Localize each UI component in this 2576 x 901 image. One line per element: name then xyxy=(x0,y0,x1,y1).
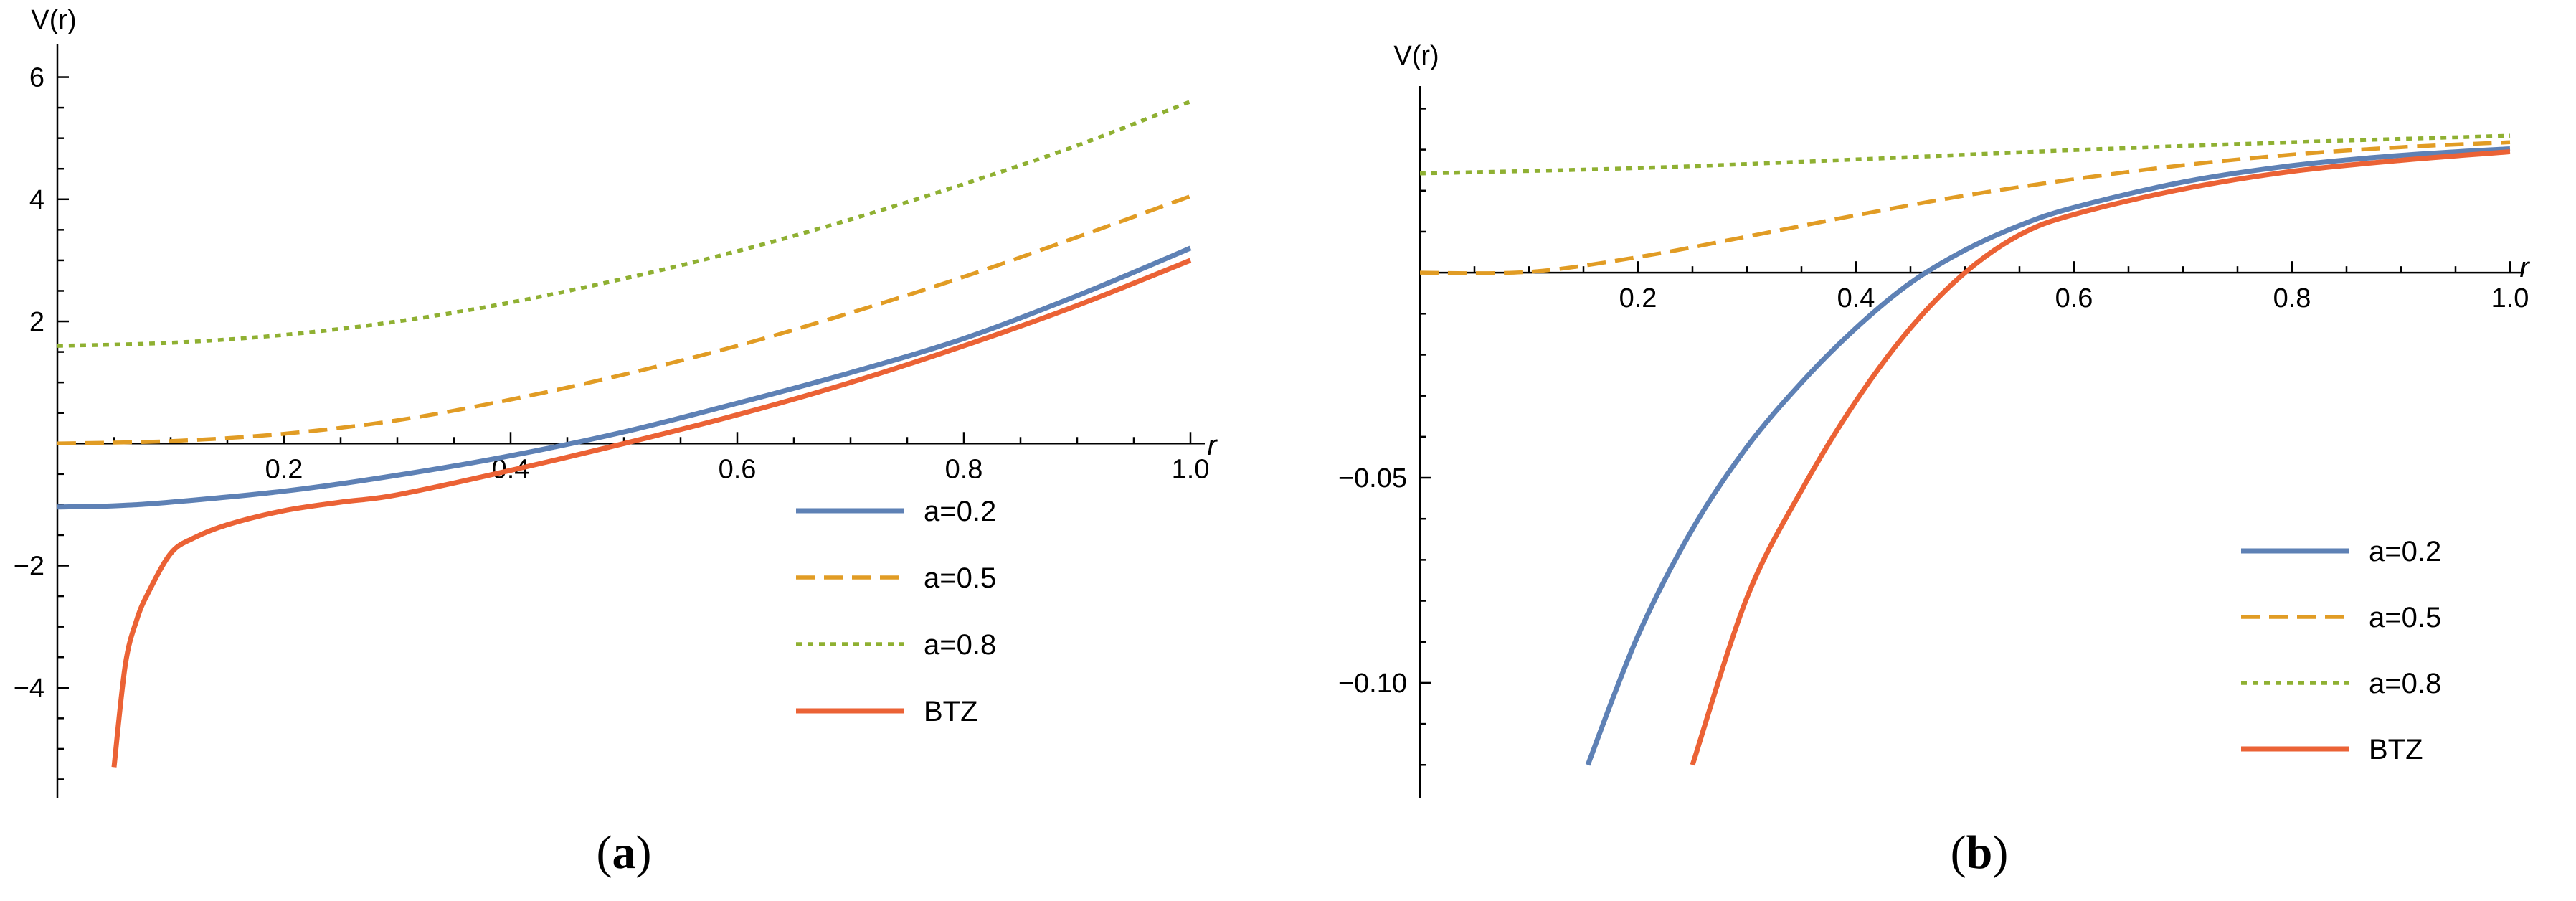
series-line-a-0-8 xyxy=(1420,133,2511,176)
panel-label: (b) xyxy=(1951,826,2009,879)
x-tick-label: 0.2 xyxy=(265,454,303,484)
legend: a=0.2 a=0.5 a=0.8 BTZ xyxy=(796,496,996,727)
y-tick-label: −0.10 xyxy=(1338,669,1407,699)
x-tick-label: 0.8 xyxy=(2273,283,2311,313)
x-tick-label: 0.8 xyxy=(945,454,983,484)
x-tick-label: 1.0 xyxy=(2491,283,2529,313)
y-tick-label: 4 xyxy=(29,185,44,215)
series-line-a-0-8 xyxy=(57,100,1191,348)
legend-label: a=0.5 xyxy=(924,562,996,594)
legend-label: a=0.8 xyxy=(2369,668,2441,699)
y-tick-label: −4 xyxy=(14,674,44,704)
x-tick-label: 0.6 xyxy=(719,454,757,484)
legend-label: a=0.2 xyxy=(924,496,996,527)
y-tick-label: −0.05 xyxy=(1338,463,1407,494)
series-line-btz xyxy=(1690,149,2511,766)
x-axis-label: r xyxy=(1207,430,1218,461)
x-tick-label: 0.2 xyxy=(1619,283,1657,313)
series-line-btz xyxy=(111,258,1192,768)
x-tick-label: 0.4 xyxy=(1837,283,1875,313)
legend-label: a=0.2 xyxy=(2369,536,2441,567)
legend: a=0.2 a=0.5 a=0.8 BTZ xyxy=(2241,536,2441,765)
x-tick-label: 1.0 xyxy=(1172,454,1210,484)
y-tick-label: 6 xyxy=(29,63,44,93)
x-axis-label: r xyxy=(2519,252,2530,283)
series-line-a-0-2 xyxy=(57,245,1192,510)
chart-panel-b: 0.2 0.4 0.6 0.8 1.0 −0.10 −0.05 V(r) r a=0.2 a=0.5… xyxy=(1338,41,2530,879)
panel-label: (a) xyxy=(597,826,652,879)
x-tick-label: 0.6 xyxy=(2055,283,2093,313)
series-line-a-0-2 xyxy=(1585,146,2511,766)
series-group xyxy=(57,100,1192,768)
chart-panel-a: 0.2 0.4 0.6 0.8 1.0−4−2246V(r)ra=0.2a=0.5a=0… xyxy=(14,5,1218,879)
legend-label: BTZ xyxy=(2369,734,2423,765)
y-axis-label: V(r) xyxy=(1393,41,1439,71)
y-tick-label: −2 xyxy=(14,552,44,582)
y-tick-label: 2 xyxy=(29,307,44,337)
series-line-a-0-5 xyxy=(57,194,1191,446)
legend-label: a=0.5 xyxy=(2369,602,2441,633)
series-group xyxy=(1420,133,2511,766)
legend-label: a=0.8 xyxy=(924,629,996,661)
y-axis-label: V(r) xyxy=(31,5,76,35)
series-line-a-0-5 xyxy=(1420,140,2511,275)
legend-label: BTZ xyxy=(924,696,978,727)
